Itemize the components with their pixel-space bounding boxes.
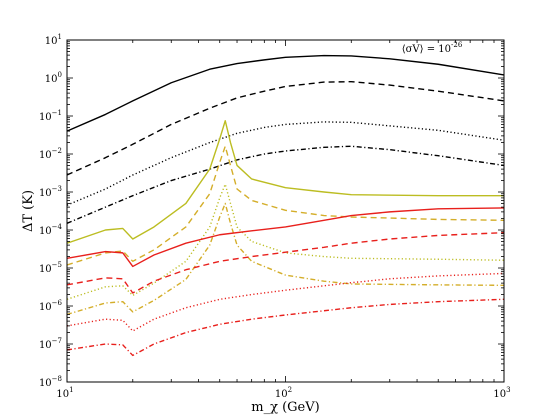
x-tick-label: 103 xyxy=(493,386,510,400)
y-tick-label: 10−1 xyxy=(39,109,62,123)
series-line-5 xyxy=(67,120,504,244)
series-line-2 xyxy=(67,80,504,176)
series-line-8 xyxy=(67,202,504,316)
series-line-9 xyxy=(67,207,504,268)
series-line-1 xyxy=(67,54,504,132)
x-tick-label: 102 xyxy=(275,386,292,400)
series-line-12 xyxy=(67,298,504,357)
y-tick-label: 10−6 xyxy=(39,299,63,313)
series-line-7 xyxy=(67,183,504,300)
cross-section-annotation: ⟨σV⟩ = 10-26 xyxy=(402,41,463,55)
ticks-layer xyxy=(66,39,505,383)
y-tick-label: 10−7 xyxy=(39,337,62,351)
series-line-10 xyxy=(67,231,504,294)
series-line-11 xyxy=(67,272,504,332)
y-tick-label: 10−5 xyxy=(39,261,62,275)
y-tick-label: 101 xyxy=(45,33,62,47)
tick-labels-layer: 101 102 103 101 100 10−1 10−2 10−3 10−4 10−5 10−6 1… xyxy=(39,33,511,400)
y-tick-label: 10−4 xyxy=(39,223,63,237)
y-tick-label: 10−8 xyxy=(39,375,62,389)
y-axis-label: ΔT (K) xyxy=(21,190,36,232)
x-axis-label: m_χ (GeV) xyxy=(251,400,319,415)
series-line-3 xyxy=(67,121,504,206)
series-line-4 xyxy=(67,145,504,224)
y-tick-label: 10−3 xyxy=(39,185,62,199)
series-line-6 xyxy=(67,145,504,266)
y-tick-label: 10−2 xyxy=(39,147,62,161)
x-tick-label: 101 xyxy=(56,386,73,400)
y-tick-label: 100 xyxy=(45,71,62,85)
series-layer xyxy=(67,54,504,357)
